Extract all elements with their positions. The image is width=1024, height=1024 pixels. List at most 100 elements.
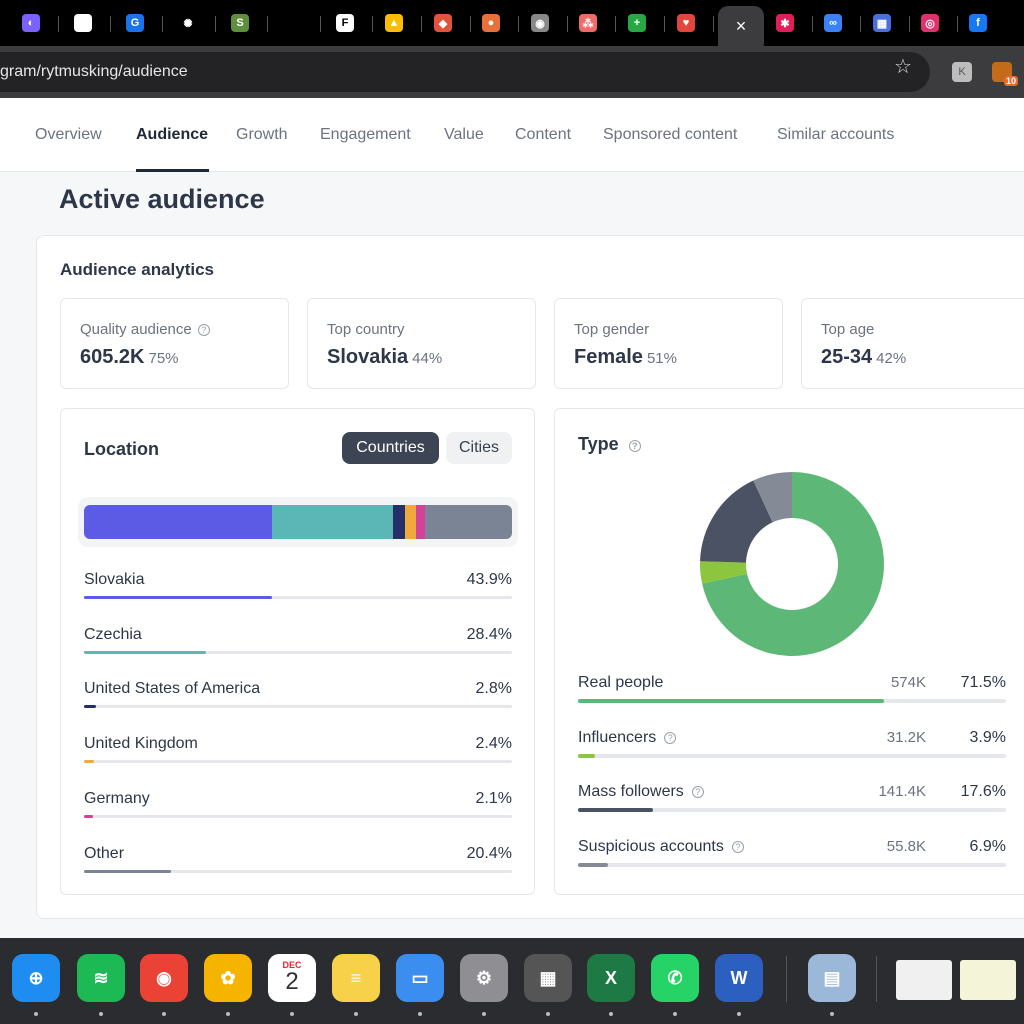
browser-tab[interactable]: f: [965, 10, 991, 36]
help-icon[interactable]: ?: [664, 731, 677, 744]
tab-value[interactable]: Value: [444, 126, 484, 143]
chrome-icon[interactable]: ◉: [140, 954, 188, 1002]
country-percent: 43.9%: [466, 571, 512, 588]
bookmark-star-icon[interactable]: ☆: [894, 56, 912, 78]
browser-tab[interactable]: ◆: [430, 10, 456, 36]
location-row: United Kingdom 2.4%: [84, 735, 512, 764]
browser-tab[interactable]: [70, 10, 96, 36]
browser-tab[interactable]: ▦: [869, 10, 895, 36]
progress-track: [84, 705, 512, 709]
stat-value-text: 25-34: [821, 346, 873, 368]
spotify-icon[interactable]: ≋: [77, 954, 125, 1002]
tab-engagement[interactable]: Engagement: [320, 126, 411, 143]
f-letter-icon: F: [336, 14, 354, 32]
countries-toggle-button[interactable]: Countries: [342, 432, 439, 464]
browser-tab[interactable]: ●: [478, 10, 504, 36]
donut-slice[interactable]: [700, 480, 773, 563]
tab-separator: [812, 16, 813, 32]
photos-icon[interactable]: ✿: [204, 954, 252, 1002]
browser-tab[interactable]: F: [332, 10, 358, 36]
progress-fill: [578, 808, 654, 813]
browser-tab[interactable]: ✱: [772, 10, 798, 36]
type-name-text: Influencers: [578, 728, 657, 746]
browser-tab[interactable]: G: [122, 10, 148, 36]
minimized-window-thumbnail[interactable]: [896, 960, 952, 1000]
page-title: Active audience: [59, 184, 265, 214]
tab-growth[interactable]: Growth: [236, 126, 288, 143]
browser-tab[interactable]: ⁂: [575, 10, 601, 36]
preview-icon[interactable]: ▤: [808, 954, 856, 1002]
calendar-icon[interactable]: DEC 2: [268, 954, 316, 1002]
excel-icon[interactable]: X: [587, 954, 635, 1002]
dock-separator: [786, 956, 787, 1002]
browser-tab[interactable]: ◉: [527, 10, 553, 36]
word-icon[interactable]: W: [715, 954, 763, 1002]
keynote-icon[interactable]: ▭: [396, 954, 444, 1002]
type-row: Real people 574K 71.5%: [578, 674, 1006, 703]
extension-badge-icon[interactable]: 10: [992, 62, 1018, 86]
tab-separator: [957, 16, 958, 32]
browser-tab[interactable]: S: [227, 10, 253, 36]
type-name-text: Mass followers: [578, 783, 684, 801]
location-stacked-bar: [78, 497, 518, 547]
browser-tab[interactable]: ∞: [820, 10, 846, 36]
tab-content[interactable]: Content: [515, 126, 572, 143]
tab-overview[interactable]: Overview: [35, 126, 102, 143]
active-tab[interactable]: ×: [718, 6, 764, 46]
calculator-icon[interactable]: ▦: [524, 954, 572, 1002]
location-row: Czechia 28.4%: [84, 626, 512, 654]
whatsapp-icon[interactable]: ✆: [651, 954, 699, 1002]
page-content: Overview Audience Growth Engagement Valu…: [0, 98, 1024, 938]
country-percent: 2.4%: [475, 735, 512, 753]
stat-label: Top gender: [574, 321, 650, 338]
type-percent: 71.5%: [960, 674, 1006, 691]
location-row: Germany 2.1%: [84, 790, 512, 818]
browser-tab[interactable]: ✺: [175, 10, 201, 36]
heart-icon: ♥: [677, 14, 695, 32]
help-icon[interactable]: ?: [197, 324, 210, 336]
tab-separator: [372, 16, 373, 32]
tab-audience[interactable]: Audience: [136, 126, 209, 143]
browser-tab[interactable]: ▲: [381, 10, 407, 36]
running-indicator: [226, 1012, 230, 1016]
tab-separator: [518, 16, 519, 32]
help-icon[interactable]: ?: [731, 841, 744, 854]
help-icon[interactable]: ?: [691, 786, 704, 799]
type-name-text: Real people: [578, 674, 664, 691]
help-icon[interactable]: ?: [628, 440, 641, 452]
stat-label-text: Quality audience: [80, 321, 192, 338]
browser-tab[interactable]: ◐: [18, 10, 44, 36]
browser-tab[interactable]: ♥: [673, 10, 699, 36]
browser-tab[interactable]: ◎: [917, 10, 943, 36]
close-tab-icon[interactable]: ×: [735, 15, 747, 36]
running-indicator: [354, 1012, 358, 1016]
donut-slice[interactable]: [702, 472, 884, 656]
stat-card-top-country: Top country Slovakia 44%: [307, 298, 536, 389]
running-indicator: [162, 1012, 166, 1016]
minimized-window-thumbnail[interactable]: [960, 960, 1016, 1000]
donut-slice[interactable]: [753, 472, 792, 523]
stacked-bar-segment: [271, 505, 394, 539]
type-name: Mass followers?: [578, 783, 704, 801]
asana-icon: ⁂: [579, 14, 597, 32]
system-settings-icon[interactable]: ⚙: [460, 954, 508, 1002]
purple-circle-icon: ◐: [22, 14, 40, 32]
cities-toggle-button[interactable]: Cities: [446, 432, 512, 464]
url-field[interactable]: gram/rytmusking/audience: [0, 52, 930, 92]
safari-icon[interactable]: ⊕: [12, 954, 60, 1002]
progress-fill: [578, 753, 595, 758]
tab-separator: [713, 16, 714, 32]
tab-similar-accounts[interactable]: Similar accounts: [777, 126, 895, 143]
helmet-icon: ●: [482, 14, 500, 32]
type-name: Influencers?: [578, 728, 677, 747]
extension-k-icon[interactable]: K: [952, 62, 972, 82]
progress-fill: [84, 869, 172, 873]
tab-separator: [860, 16, 861, 32]
donut-slice[interactable]: [700, 561, 748, 584]
browser-tab[interactable]: +: [624, 10, 650, 36]
notes-icon[interactable]: ≡: [332, 954, 380, 1002]
running-indicator: [34, 1012, 38, 1016]
tab-sponsored-content[interactable]: Sponsored content: [603, 126, 738, 143]
browser-tab[interactable]: [280, 10, 306, 36]
stat-percent: 42%: [876, 350, 907, 367]
